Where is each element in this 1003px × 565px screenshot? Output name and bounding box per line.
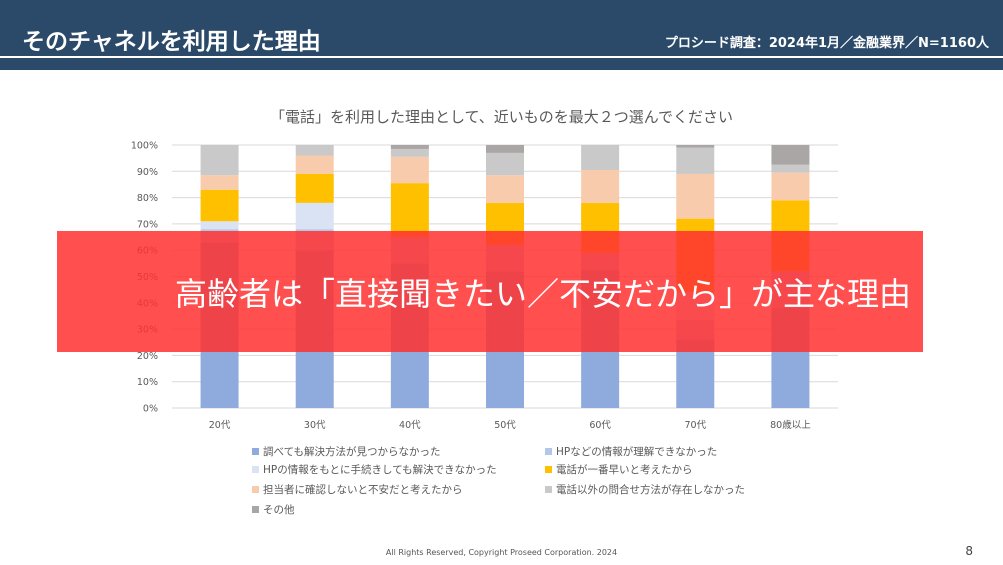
legend-swatch xyxy=(252,466,259,473)
x-tick-label: 30代 xyxy=(304,420,326,431)
y-tick-label: 10% xyxy=(137,377,158,388)
chart-title: 「電話」を利用した理由として、近いものを最大２つ選んでください xyxy=(269,108,734,126)
bar-segment xyxy=(486,175,524,203)
survey-info: プロシード調査：2024年1月／金融業界／N=1160人 xyxy=(664,36,989,51)
x-tick-label: 50代 xyxy=(494,420,516,431)
bar-segment xyxy=(581,169,620,203)
x-tick-label: 80歳以上 xyxy=(770,419,811,431)
legend-swatch xyxy=(252,448,259,455)
legend-label: 電話以外の問合せ方法が存在しなかった xyxy=(556,484,745,496)
x-tick-label: 20代 xyxy=(209,420,231,431)
legend-swatch xyxy=(252,486,259,493)
y-tick-label: 0% xyxy=(143,404,158,415)
bar-segment xyxy=(486,145,524,153)
bar-segment xyxy=(295,145,334,156)
legend-swatch xyxy=(252,506,259,513)
bar-segment xyxy=(390,156,429,184)
legend-item: その他 xyxy=(252,502,295,517)
legend-item: 担当者に確認しないと不安だと考えたから xyxy=(252,482,463,497)
header-divider xyxy=(0,56,1003,58)
highlight-banner: 高齢者は「直接聞きたい／不安だから」が主な理由 xyxy=(57,231,923,352)
bar-segment xyxy=(295,155,334,174)
header-bar: そのチャネルを利用した理由 プロシード調査：2024年1月／金融業界／N=116… xyxy=(0,0,1003,70)
legend-label: HPの情報をもとに手続きしても解決できなかった xyxy=(263,464,497,476)
x-tick-label: 70代 xyxy=(684,420,706,431)
legend-swatch xyxy=(545,486,552,493)
legend-label: HPなどの情報が理解できなかった xyxy=(556,446,718,458)
legend-item: 電話以外の問合せ方法が存在しなかった xyxy=(545,482,745,497)
page-title: そのチャネルを利用した理由 xyxy=(22,29,321,55)
bar-segment xyxy=(676,145,715,148)
x-tick-label: 60代 xyxy=(589,420,611,431)
legend-item: 電話が一番早いと考えたから xyxy=(545,462,693,477)
legend-label: その他 xyxy=(263,504,295,516)
bar-segment xyxy=(200,189,239,222)
y-tick-label: 100% xyxy=(131,141,158,152)
bar-segment xyxy=(200,175,239,190)
bar-segment xyxy=(771,145,810,165)
bar-segment xyxy=(295,173,334,203)
bar-segment xyxy=(200,145,239,176)
highlight-banner-text: 高齢者は「直接聞きたい／不安だから」が主な理由 xyxy=(174,274,911,313)
x-tick-label: 40代 xyxy=(399,420,421,431)
bar-segment xyxy=(771,164,810,173)
legend-label: 担当者に確認しないと不安だと考えたから xyxy=(263,484,463,496)
bar-segment xyxy=(390,148,429,157)
legend-label: 調べても解決方法が見つからなかった xyxy=(263,446,441,458)
bar-segment xyxy=(581,145,620,170)
bar-segment xyxy=(486,152,524,176)
bar-segment xyxy=(390,145,429,149)
legend-swatch xyxy=(545,448,552,455)
bar-segment xyxy=(676,147,715,174)
bar-segment xyxy=(676,173,715,219)
legend-label: 電話が一番早いと考えたから xyxy=(556,464,693,476)
y-tick-label: 80% xyxy=(137,193,158,204)
y-tick-label: 20% xyxy=(137,351,158,362)
y-tick-label: 90% xyxy=(137,167,158,178)
legend-item: 調べても解決方法が見つからなかった xyxy=(252,444,441,459)
page-number: 8 xyxy=(965,544,973,558)
bar-segment xyxy=(390,183,429,238)
legend-item: HPの情報をもとに手続きしても解決できなかった xyxy=(252,462,497,477)
y-tick-label: 70% xyxy=(137,219,158,230)
bar-segment xyxy=(200,221,239,230)
bar-segment xyxy=(771,172,810,201)
copyright: All Rights Reserved, Copyright Proseed C… xyxy=(385,548,618,557)
bar-segment xyxy=(295,202,334,230)
legend-swatch xyxy=(545,466,552,473)
legend-item: HPなどの情報が理解できなかった xyxy=(545,444,717,459)
